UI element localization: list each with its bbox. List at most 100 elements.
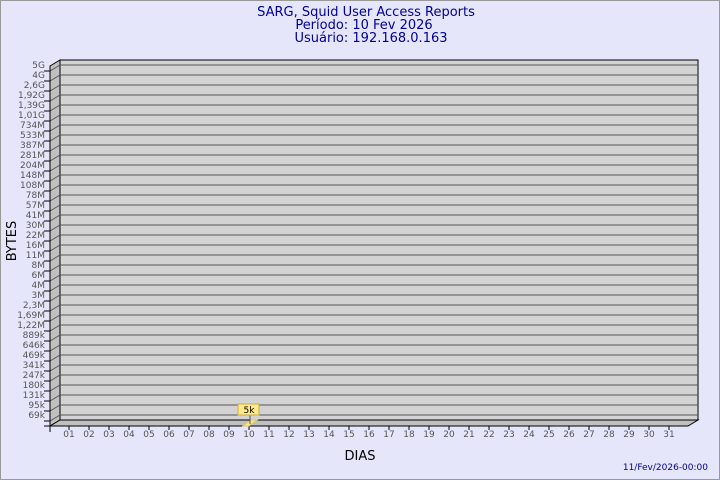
x-tick-label: 29 — [623, 430, 635, 440]
y-tick-label: 1,39G — [18, 101, 45, 111]
bar-label-box — [237, 403, 260, 416]
side-gridline — [49, 274, 61, 282]
y-tick-label: 8M — [32, 261, 46, 271]
x-tick-label: 26 — [563, 430, 575, 440]
side-gridline — [49, 184, 61, 192]
y-tick-label: 11M — [26, 251, 45, 261]
side-gridline — [49, 254, 61, 262]
y-tick-label: 148M — [20, 171, 45, 181]
y-axis-label: BYTES — [5, 221, 20, 262]
footer-timestamp: 11/Fev/2026-00:00 — [623, 463, 708, 473]
y-tick-label: 180k — [23, 381, 46, 391]
x-tick-label: 05 — [143, 430, 154, 440]
side-gridline — [49, 74, 61, 82]
side-gridline — [49, 334, 61, 342]
chart-title: SARG, Squid User Access Reports — [257, 5, 475, 20]
y-tick-label: 4G — [32, 71, 45, 81]
y-tick-label: 889k — [23, 331, 46, 341]
side-gridline — [49, 114, 61, 122]
chart-period: Período: 10 Fev 2026 — [295, 18, 432, 33]
y-tick-label: 247k — [23, 371, 46, 381]
plot-side-wall — [49, 59, 61, 427]
y-tick-label: 95k — [28, 401, 45, 411]
side-gridline — [49, 324, 61, 332]
side-gridline — [49, 234, 61, 242]
y-tick-label: 6M — [32, 271, 46, 281]
y-tick-label: 30M — [26, 221, 45, 231]
chart-user: Usuário: 192.168.0.163 — [294, 31, 447, 46]
y-tick-label: 131k — [23, 391, 46, 401]
side-gridline — [49, 284, 61, 292]
x-axis-label: DIAS — [345, 449, 376, 464]
x-tick-label: 14 — [323, 430, 335, 440]
bar-value-label: 5k — [244, 406, 256, 416]
side-gridline — [49, 304, 61, 312]
y-tick-label: 1,22M — [17, 321, 45, 331]
x-tick-label: 28 — [603, 430, 615, 440]
y-tick-label: 5G — [32, 61, 45, 71]
y-tick-label: 734M — [20, 121, 45, 131]
y-tick-label: 41M — [26, 211, 45, 221]
y-tick-label: 2,6G — [24, 81, 45, 91]
side-gridline — [49, 154, 61, 162]
x-tick-label: 09 — [223, 430, 235, 440]
side-gridline — [49, 364, 61, 372]
side-gridline — [49, 344, 61, 352]
x-tick-label: 08 — [203, 430, 215, 440]
side-gridline — [49, 94, 61, 102]
y-tick-label: 69k — [28, 411, 45, 421]
side-gridline — [49, 354, 61, 362]
y-tick-label: 3M — [32, 291, 46, 301]
x-tick-label: 16 — [363, 430, 375, 440]
side-gridline — [49, 224, 61, 232]
x-tick-label: 10 — [243, 430, 255, 440]
y-tick-label: 204M — [20, 161, 45, 171]
y-tick-label: 281M — [20, 151, 45, 161]
side-gridline — [49, 144, 61, 152]
y-tick-label: 57M — [26, 201, 45, 211]
y-tick-label: 387M — [20, 141, 45, 151]
y-tick-label: 646k — [23, 341, 46, 351]
x-tick-label: 01 — [63, 430, 74, 440]
x-tick-label: 27 — [583, 430, 594, 440]
x-tick-label: 24 — [523, 430, 535, 440]
side-gridline — [49, 104, 61, 112]
y-tick-label: 1,92G — [18, 91, 45, 101]
x-tick-label: 12 — [283, 430, 294, 440]
x-tick-label: 04 — [123, 430, 135, 440]
side-gridline — [49, 244, 61, 252]
x-tick-label: 19 — [423, 430, 435, 440]
x-tick-label: 17 — [383, 430, 394, 440]
x-tick-label: 06 — [163, 430, 175, 440]
side-gridline — [49, 314, 61, 322]
x-tick-label: 21 — [463, 430, 474, 440]
x-tick-label: 23 — [503, 430, 514, 440]
y-tick-label: 341k — [23, 361, 46, 371]
x-tick-label: 22 — [483, 430, 494, 440]
side-gridline — [49, 264, 61, 272]
x-tick-label: 11 — [263, 430, 274, 440]
y-tick-label: 1,01G — [18, 111, 45, 121]
side-gridline — [49, 134, 61, 142]
plot-floor — [48, 419, 700, 427]
side-gridline — [49, 404, 61, 412]
y-tick-label: 2,3M — [23, 301, 45, 311]
side-gridline — [49, 374, 61, 382]
side-gridline — [49, 394, 61, 402]
plot-back-wall — [59, 59, 699, 421]
side-gridline — [49, 384, 61, 392]
side-gridline — [49, 214, 61, 222]
y-tick-label: 469k — [23, 351, 46, 361]
side-gridline — [49, 414, 61, 422]
x-tick-label: 15 — [343, 430, 354, 440]
side-gridline — [49, 174, 61, 182]
x-tick-label: 20 — [443, 430, 455, 440]
side-gridline — [49, 64, 61, 72]
y-tick-label: 4M — [32, 281, 46, 291]
y-tick-label: 533M — [20, 131, 45, 141]
y-tick-label: 108M — [20, 181, 45, 191]
x-tick-label: 13 — [303, 430, 314, 440]
x-tick-label: 18 — [403, 430, 415, 440]
x-tick-label: 03 — [103, 430, 114, 440]
